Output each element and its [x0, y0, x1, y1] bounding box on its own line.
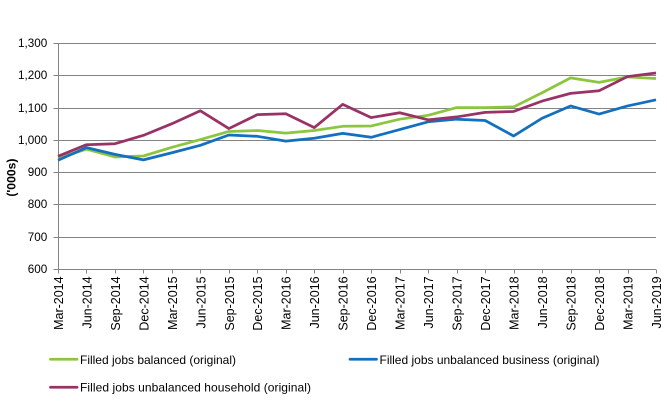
svg-text:Mar-2017: Mar-2017: [394, 276, 408, 330]
svg-text:Jun-2019: Jun-2019: [650, 276, 664, 328]
svg-text:Mar-2019: Mar-2019: [621, 276, 635, 330]
svg-text:Dec-2014: Dec-2014: [137, 276, 151, 330]
svg-text:Sep-2015: Sep-2015: [223, 276, 237, 330]
svg-text:Filled jobs unbalanced busines: Filled jobs unbalanced business (origina…: [380, 353, 600, 367]
svg-text:Jun-2018: Jun-2018: [536, 276, 550, 328]
svg-text:Dec-2017: Dec-2017: [479, 276, 493, 330]
svg-text:1,000: 1,000: [18, 134, 48, 147]
svg-text:Dec-2016: Dec-2016: [365, 276, 379, 330]
svg-text:1,300: 1,300: [18, 37, 48, 50]
svg-text:1,100: 1,100: [18, 102, 48, 115]
svg-text:Dec-2015: Dec-2015: [251, 276, 265, 330]
svg-text:Sep-2016: Sep-2016: [337, 276, 351, 330]
svg-text:('000s): ('000s): [4, 159, 18, 197]
svg-text:Jun-2017: Jun-2017: [422, 276, 436, 328]
svg-text:Mar-2016: Mar-2016: [280, 276, 294, 330]
svg-text:Mar-2014: Mar-2014: [52, 276, 66, 330]
svg-text:Jun-2015: Jun-2015: [194, 276, 208, 328]
svg-text:700: 700: [28, 231, 48, 244]
svg-text:Sep-2017: Sep-2017: [451, 276, 465, 330]
svg-text:Jun-2014: Jun-2014: [80, 276, 94, 328]
svg-text:900: 900: [28, 166, 48, 179]
svg-text:800: 800: [28, 198, 48, 211]
svg-text:Filled jobs unbalanced househo: Filled jobs unbalanced household (origin…: [80, 381, 311, 395]
svg-text:Sep-2014: Sep-2014: [109, 276, 123, 330]
svg-text:Jun-2016: Jun-2016: [308, 276, 322, 328]
svg-text:Mar-2018: Mar-2018: [508, 276, 522, 330]
svg-text:Sep-2018: Sep-2018: [564, 276, 578, 330]
svg-text:Dec-2018: Dec-2018: [593, 276, 607, 330]
svg-text:1,200: 1,200: [18, 69, 48, 82]
svg-text:Filled jobs balanced (original: Filled jobs balanced (original): [80, 353, 236, 367]
svg-text:600: 600: [28, 263, 48, 276]
svg-text:Mar-2015: Mar-2015: [166, 276, 180, 330]
